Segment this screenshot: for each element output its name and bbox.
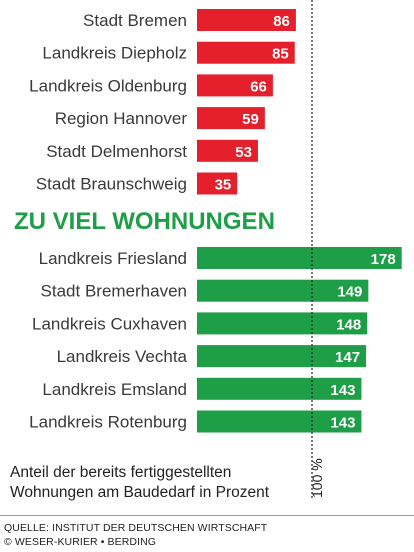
source-divider bbox=[0, 515, 414, 516]
value-label: 143 bbox=[330, 382, 355, 399]
value-label: 147 bbox=[335, 349, 360, 366]
value-label: 149 bbox=[337, 284, 362, 301]
bar bbox=[197, 247, 402, 269]
value-label: 66 bbox=[250, 78, 267, 95]
category-label: Landkreis Diepholz bbox=[42, 44, 187, 63]
category-label: Landkreis Friesland bbox=[39, 249, 187, 268]
category-label: Stadt Braunschweig bbox=[36, 175, 187, 194]
value-label: 178 bbox=[371, 251, 396, 268]
bar bbox=[197, 410, 362, 433]
value-label: 35 bbox=[215, 177, 232, 194]
value-label: 86 bbox=[273, 13, 290, 30]
category-label: Landkreis Rotenburg bbox=[29, 413, 187, 432]
value-label: 85 bbox=[272, 46, 289, 63]
bar bbox=[197, 139, 258, 162]
category-label: Stadt Delmenhorst bbox=[46, 142, 187, 161]
category-label: Landkreis Cuxhaven bbox=[32, 314, 187, 333]
value-label: 53 bbox=[235, 144, 252, 161]
category-label: Stadt Bremen bbox=[83, 11, 187, 30]
bar bbox=[197, 172, 238, 195]
bar bbox=[197, 312, 368, 335]
category-label: Stadt Bremerhaven bbox=[41, 282, 187, 301]
bar bbox=[197, 377, 362, 400]
value-label: 148 bbox=[336, 316, 361, 333]
reference-label: 100 % bbox=[309, 458, 325, 498]
bar bbox=[197, 74, 273, 97]
category-label: Landkreis Vechta bbox=[57, 347, 188, 366]
bar-chart: Stadt Bremen 86 Landkreis Diepholz 85 Landkr… bbox=[14, 0, 402, 500]
section-title: ZU VIEL WOHNUNGEN bbox=[14, 208, 275, 235]
category-label: Landkreis Emsland bbox=[42, 380, 187, 399]
source-line-2: © WESER-KURIER • BERDING bbox=[4, 536, 157, 548]
source-credit: QUELLE: INSTITUT DER DEUTSCHEN WIRTSCHAF… bbox=[4, 521, 267, 549]
bar bbox=[197, 107, 265, 130]
bar bbox=[197, 41, 295, 64]
category-label: Landkreis Oldenburg bbox=[29, 76, 187, 95]
value-label: 59 bbox=[242, 111, 259, 128]
chart-note: Anteil der bereits fertiggestellten Wohn… bbox=[10, 464, 270, 501]
bar bbox=[197, 9, 296, 31]
bar bbox=[197, 279, 369, 302]
value-label: 143 bbox=[330, 415, 355, 432]
category-label: Region Hannover bbox=[55, 109, 188, 128]
source-line-1: QUELLE: INSTITUT DER DEUTSCHEN WIRTSCHAF… bbox=[4, 522, 268, 534]
bar bbox=[197, 345, 367, 368]
